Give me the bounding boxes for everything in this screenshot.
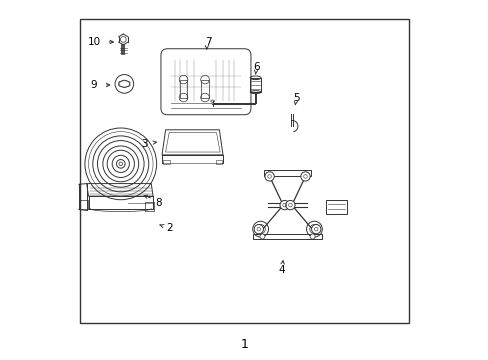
Bar — [180, 80, 187, 98]
Bar — [250, 78, 261, 92]
Text: 7: 7 — [205, 37, 211, 47]
Circle shape — [300, 172, 309, 181]
Text: 8: 8 — [155, 198, 162, 208]
Circle shape — [311, 225, 320, 234]
Circle shape — [260, 234, 264, 239]
Circle shape — [264, 172, 274, 181]
Circle shape — [309, 234, 314, 239]
Text: 3: 3 — [141, 139, 147, 149]
Bar — [79, 201, 88, 210]
Bar — [80, 19, 408, 323]
Bar — [144, 202, 153, 211]
Circle shape — [280, 201, 289, 210]
Bar — [163, 160, 169, 164]
Text: 5: 5 — [293, 93, 299, 103]
Circle shape — [254, 225, 263, 234]
Text: 1: 1 — [240, 338, 248, 351]
Text: 2: 2 — [165, 224, 172, 233]
Circle shape — [285, 201, 294, 210]
Text: 6: 6 — [253, 62, 260, 72]
Bar — [253, 234, 321, 239]
Text: 9: 9 — [90, 80, 97, 90]
Bar — [201, 80, 208, 98]
Text: 10: 10 — [87, 37, 100, 47]
Text: 4: 4 — [278, 265, 285, 275]
Bar — [215, 160, 222, 164]
Bar — [264, 170, 310, 176]
Bar — [325, 201, 346, 214]
